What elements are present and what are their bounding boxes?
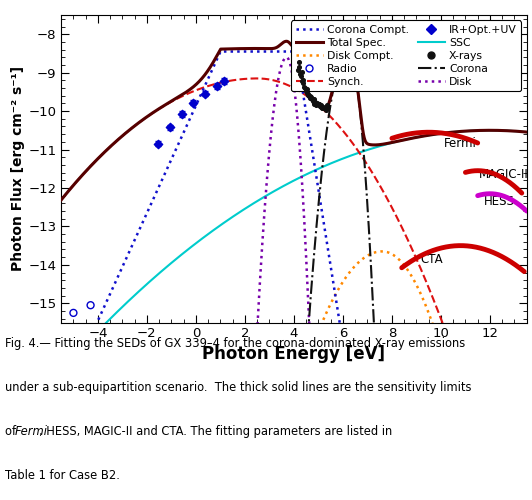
Point [310, 100, 318, 108]
Point [303, 90, 312, 98]
Point [189, 98, 198, 106]
Point [306, 92, 314, 100]
Text: Fig. 4.— Fitting the SEDs of GX 339–4 for the corona-dominated X-ray emissions: Fig. 4.— Fitting the SEDs of GX 339–4 fo… [5, 337, 466, 350]
Point [297, 72, 305, 80]
Point [308, 95, 317, 103]
Point [315, 102, 324, 110]
Point [298, 76, 307, 84]
X-axis label: Photon Energy [eV]: Photon Energy [eV] [203, 344, 385, 362]
Point [294, 58, 303, 66]
Point [305, 92, 313, 100]
Point [297, 68, 306, 76]
Point [320, 104, 328, 112]
Point [295, 62, 304, 70]
Point [154, 140, 162, 148]
Point [318, 104, 327, 112]
Point [312, 100, 320, 108]
Point [310, 98, 319, 106]
Point [321, 103, 330, 111]
Point [302, 86, 310, 94]
Text: of: of [5, 425, 20, 438]
Point [302, 87, 310, 95]
Point [322, 106, 330, 114]
Point [306, 92, 314, 100]
Point [307, 94, 315, 102]
Point [312, 100, 321, 108]
Text: , HESS, MAGIC-II and CTA. The fitting parameters are listed in: , HESS, MAGIC-II and CTA. The fitting pa… [39, 425, 393, 438]
Point [307, 96, 316, 104]
Point [317, 101, 325, 109]
Point [298, 77, 306, 85]
Point [322, 104, 331, 112]
Text: MAGIC-II: MAGIC-II [479, 168, 529, 181]
Point [296, 70, 304, 78]
Point [220, 77, 228, 85]
Point [300, 84, 308, 92]
Point [298, 80, 307, 88]
Text: Fermi: Fermi [443, 138, 476, 150]
Point [303, 85, 311, 93]
Point [312, 100, 320, 108]
Legend: Corona Compt., Total Spec., Disk Compt., Radio, Synch., IR+Opt.+UV, SSC, X-rays,: Corona Compt., Total Spec., Disk Compt.,… [291, 20, 521, 91]
Point [324, 103, 332, 111]
Text: Fermi: Fermi [15, 425, 48, 438]
Y-axis label: Photon Flux [erg cm⁻² s⁻¹]: Photon Flux [erg cm⁻² s⁻¹] [11, 66, 26, 272]
Point [294, 66, 303, 74]
Point [310, 95, 318, 103]
Point [301, 84, 310, 92]
Point [86, 301, 95, 309]
Point [323, 101, 331, 109]
Point [304, 91, 313, 99]
Text: HESS: HESS [484, 195, 514, 208]
Point [316, 102, 325, 110]
Point [309, 97, 317, 105]
Point [314, 100, 323, 108]
Text: Table 1 for Case B2.: Table 1 for Case B2. [5, 470, 120, 482]
Point [212, 82, 221, 90]
Point [318, 103, 327, 111]
Point [306, 94, 314, 102]
Point [310, 98, 319, 106]
Point [69, 309, 78, 317]
Point [317, 103, 325, 111]
Text: under a sub-equipartition scenario.  The thick solid lines are the sensitivity l: under a sub-equipartition scenario. The … [5, 381, 472, 394]
Point [323, 103, 331, 111]
Point [166, 123, 174, 131]
Point [318, 104, 327, 112]
Text: CTA: CTA [420, 252, 443, 266]
Point [315, 100, 323, 108]
Point [178, 110, 187, 118]
Point [318, 104, 326, 112]
Point [303, 90, 312, 98]
Point [322, 103, 330, 111]
Point [200, 90, 209, 98]
